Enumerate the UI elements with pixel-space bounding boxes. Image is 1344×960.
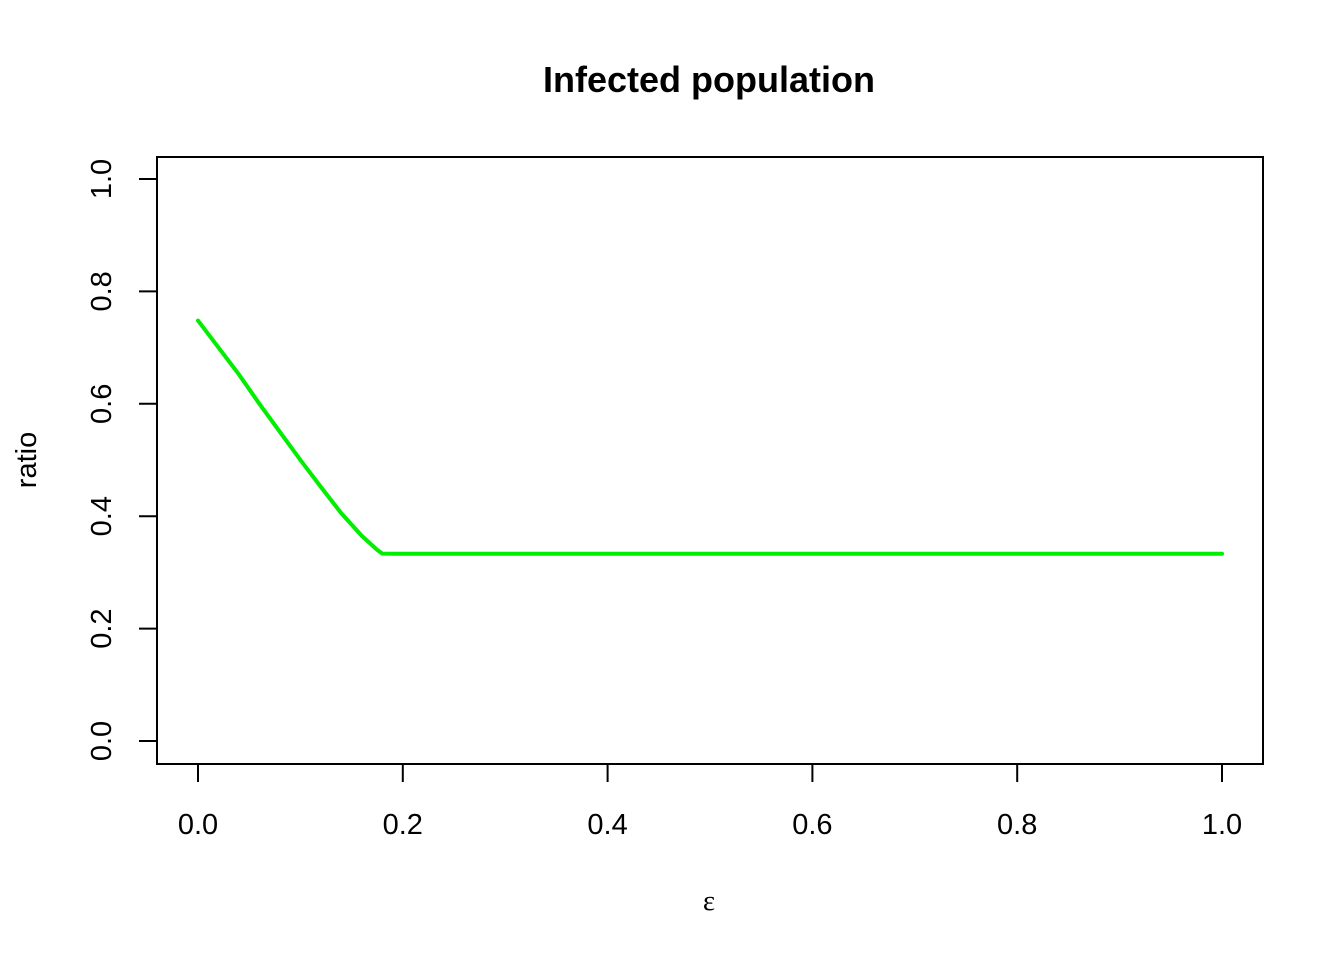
y-axis-label: ratio [11,432,43,488]
series-line-1 [196,318,1224,556]
x-tick-label: 0.0 [178,809,218,841]
series-layer [196,318,1224,556]
y-tick-label: 1.0 [86,159,118,199]
chart-title: Infected population [543,59,875,100]
y-tick-label: 0.0 [86,721,118,761]
x-tick-label: 0.4 [587,809,627,841]
plot-frame [156,156,1264,765]
x-axis: 0.0 0.2 0.4 0.6 0.8 1.0 [178,763,1242,841]
x-tick-label: 0.2 [383,809,423,841]
x-tick-label: 1.0 [1202,809,1242,841]
x-axis-label: ε [703,885,715,917]
y-axis: 0.0 0.2 0.4 0.6 0.8 1.0 [86,159,158,761]
y-tick-label: 0.2 [86,608,118,648]
x-tick-label: 0.6 [792,809,832,841]
y-tick-label: 0.6 [86,384,118,424]
y-tick-label: 0.4 [86,496,118,536]
x-tick-label: 0.8 [997,809,1037,841]
y-tick-label: 0.8 [86,271,118,311]
